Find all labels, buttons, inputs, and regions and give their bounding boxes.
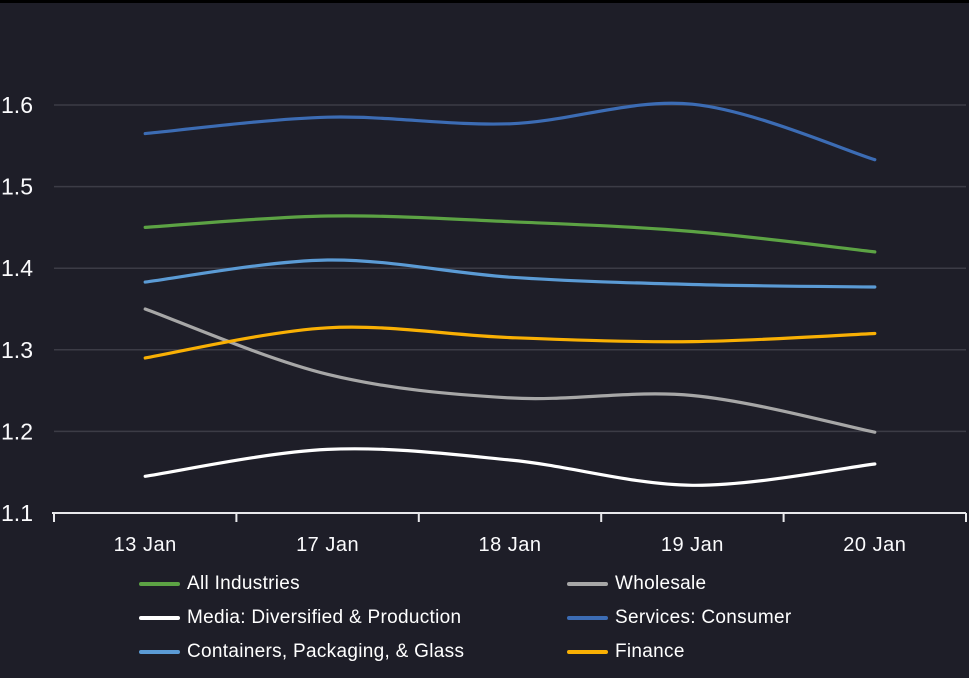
legend-label: Media: Diversified & Production bbox=[187, 607, 462, 628]
legend-item-wholesale[interactable]: Wholesale bbox=[567, 572, 791, 596]
x-axis-label: 19 Jan bbox=[661, 534, 724, 556]
y-axis-label: 1.5 bbox=[1, 174, 33, 200]
series-line-media-diversified-production[interactable] bbox=[143, 447, 877, 487]
series-line-finance[interactable] bbox=[143, 325, 877, 360]
legend-swatch-icon bbox=[567, 650, 608, 654]
legend-label: Wholesale bbox=[615, 573, 707, 594]
legend-item-finance[interactable]: Finance bbox=[567, 640, 791, 664]
series-line-wholesale[interactable] bbox=[143, 307, 877, 434]
y-axis-label: 1.4 bbox=[1, 255, 33, 281]
top-border bbox=[0, 0, 969, 3]
chart-legend: All Industries Wholesale Media: Diversifie… bbox=[139, 572, 791, 664]
y-axis-label: 1.2 bbox=[1, 418, 33, 444]
legend-swatch-icon bbox=[139, 616, 180, 620]
y-axis-label: 1.6 bbox=[1, 92, 33, 118]
legend-swatch-icon bbox=[139, 650, 180, 654]
legend-item-media-diversified-production[interactable]: Media: Diversified & Production bbox=[139, 606, 567, 630]
legend-item-all-industries[interactable]: All Industries bbox=[139, 572, 567, 596]
legend-item-services-consumer[interactable]: Services: Consumer bbox=[567, 606, 791, 630]
y-axis-label: 1.1 bbox=[1, 500, 33, 526]
legend-label: Services: Consumer bbox=[615, 607, 792, 628]
legend-label: All Industries bbox=[187, 573, 300, 594]
legend-swatch-icon bbox=[567, 616, 608, 620]
legend-swatch-icon bbox=[139, 582, 180, 586]
x-axis-label: 20 Jan bbox=[843, 534, 906, 556]
series-line-containers-packaging-glass[interactable] bbox=[143, 258, 877, 289]
legend-label: Containers, Packaging, & Glass bbox=[187, 641, 465, 662]
x-axis-label: 13 Jan bbox=[114, 534, 177, 556]
x-axis-label: 18 Jan bbox=[478, 534, 541, 556]
series-line-all-industries[interactable] bbox=[143, 214, 877, 254]
series-line-services-consumer[interactable] bbox=[143, 101, 877, 162]
legend-swatch-icon bbox=[567, 582, 608, 586]
y-axis-label: 1.3 bbox=[1, 337, 33, 363]
x-axis-label: 17 Jan bbox=[296, 534, 359, 556]
legend-label: Finance bbox=[615, 641, 685, 662]
legend-item-containers-packaging-glass[interactable]: Containers, Packaging, & Glass bbox=[139, 640, 567, 664]
